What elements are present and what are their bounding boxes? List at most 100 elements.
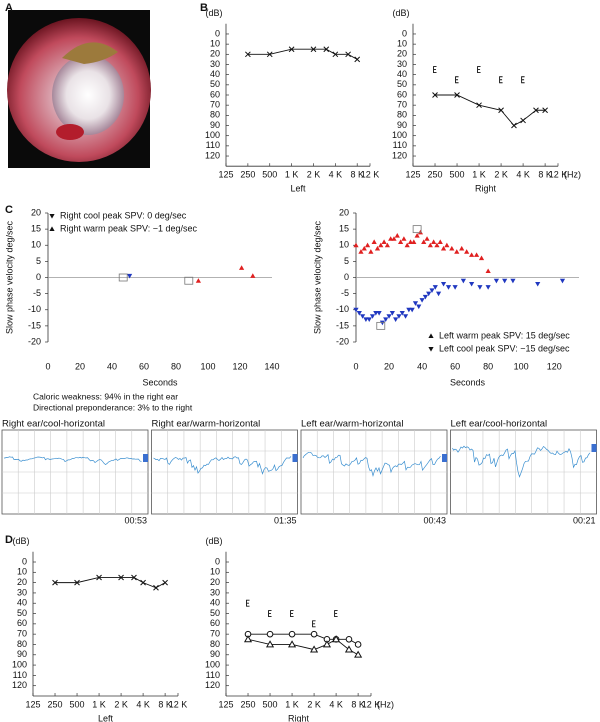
x-axis-title: Right	[475, 184, 497, 194]
x-tick-label: 125	[405, 170, 420, 180]
threshold-marker	[312, 620, 316, 628]
spv-point	[388, 236, 394, 241]
threshold-marker	[432, 92, 438, 98]
peak-box	[412, 225, 422, 234]
spv-point	[353, 242, 359, 248]
spv-point	[250, 273, 256, 278]
y-tick-label: -10	[28, 304, 41, 314]
spv-point	[360, 314, 366, 319]
threshold-marker	[332, 51, 339, 58]
x-tick-label: 4 K	[136, 699, 150, 709]
x-tick-label: 1 K	[285, 170, 299, 180]
threshold-marker	[334, 610, 338, 617]
y-axis-title: (dB)	[205, 536, 222, 546]
x-tick-label: 250	[240, 170, 255, 180]
y-axis-title: Slow phase velocity deg/sec	[312, 220, 322, 334]
spv-point	[459, 245, 465, 251]
spv-point	[399, 310, 405, 316]
x-tick-label: 12 K	[362, 699, 381, 709]
spv-point	[406, 307, 412, 313]
spv-point	[364, 242, 371, 248]
threshold-marker	[288, 46, 295, 53]
threshold-marker	[323, 46, 330, 53]
spv-point	[510, 278, 516, 284]
spv-point	[445, 285, 452, 290]
x-tick-label: 500	[262, 170, 277, 180]
panel-letter: A	[5, 2, 13, 14]
spv-point	[469, 252, 475, 257]
threshold-marker	[140, 579, 146, 586]
y-axis-title: (dB)	[392, 8, 409, 18]
threshold-marker	[332, 635, 341, 643]
spv-point	[440, 281, 447, 287]
panel-letter: B	[200, 2, 208, 14]
threshold-marker	[433, 66, 437, 74]
threshold-marker	[498, 107, 504, 114]
y-tick-label: 90	[210, 649, 220, 659]
threshold-marker	[521, 76, 525, 84]
threshold-marker	[511, 122, 517, 129]
spv-point	[431, 239, 437, 245]
trace-cursor	[591, 444, 597, 452]
threshold-marker	[153, 584, 159, 591]
y-tick-label: 0	[402, 28, 407, 38]
x-tick-label: 60	[450, 361, 460, 371]
threshold-marker	[344, 645, 354, 653]
spv-point	[422, 294, 428, 300]
spv-point	[384, 242, 390, 248]
y-tick-label: 50	[397, 79, 407, 89]
spv-point	[401, 236, 407, 241]
threshold-marker	[266, 51, 273, 58]
threshold-line	[247, 638, 359, 656]
spv-point	[493, 278, 500, 284]
peak-box	[184, 276, 194, 285]
y-tick-label: 120	[205, 150, 220, 160]
y-tick-label: 0	[36, 272, 41, 282]
y-tick-label: 10	[210, 39, 220, 49]
y-tick-label: 90	[397, 120, 407, 130]
y-tick-label: 30	[17, 587, 27, 597]
threshold-marker	[520, 117, 526, 124]
spv-point	[356, 310, 362, 316]
threshold-marker	[310, 645, 319, 653]
x-tick-label: 125	[218, 699, 233, 709]
x-tick-label: 100	[200, 361, 215, 371]
legend-label: Right cool peak SPV: 0 deg/sec	[60, 210, 187, 220]
x-tick-label: 500	[450, 170, 465, 180]
x-tick-label: 8 K	[350, 170, 364, 180]
panel-letter: D	[5, 534, 13, 546]
y-tick-label: 5	[344, 256, 349, 266]
y-tick-label: 60	[210, 89, 220, 99]
y-tick-label: 15	[31, 224, 41, 234]
trace-waveform	[153, 456, 292, 475]
spv-point	[407, 239, 414, 245]
spv-point	[478, 255, 485, 261]
x-tick-label: 20	[75, 361, 85, 371]
x-axis-unit: (Hz)	[377, 699, 394, 709]
x-tick-label: 125	[218, 170, 233, 180]
y-axis-title: Slow phase velocity deg/sec	[4, 220, 14, 334]
y-tick-label: 100	[205, 130, 220, 140]
trace-time: 00:43	[423, 515, 446, 525]
threshold-marker	[246, 599, 250, 607]
x-tick-label: 2 K	[307, 699, 321, 709]
spv-point	[398, 239, 404, 245]
y-tick-label: 50	[210, 79, 220, 89]
y-tick-label: 70	[17, 629, 27, 639]
threshold-line	[55, 577, 166, 589]
spv-point	[485, 285, 491, 290]
legend-marker	[49, 226, 55, 231]
x-tick-label: 0	[353, 361, 358, 371]
spv-point	[477, 285, 483, 290]
x-tick-label: 0	[45, 361, 50, 371]
threshold-marker	[455, 76, 459, 84]
x-tick-label: 1 K	[92, 699, 106, 709]
y-tick-label: -20	[336, 336, 349, 346]
trace-title: Right ear/cool-horizontal	[2, 419, 105, 430]
threshold-marker	[499, 76, 503, 84]
y-tick-label: 60	[397, 89, 407, 99]
spv-point	[363, 317, 369, 323]
trace-cursor	[442, 454, 447, 462]
spv-point	[373, 310, 379, 316]
x-tick-label: 250	[48, 699, 63, 709]
